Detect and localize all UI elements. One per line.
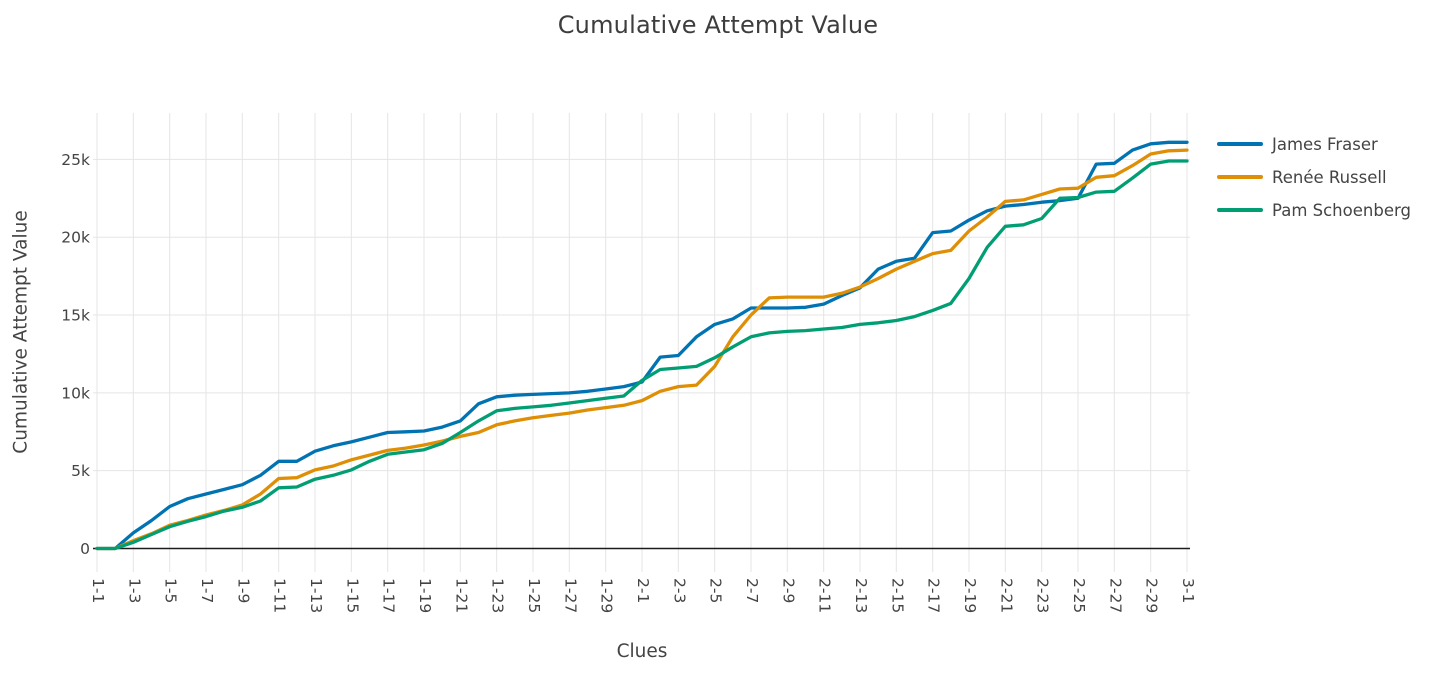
x-tick-label: 2-9 (779, 578, 797, 603)
x-tick-label: 1-13 (307, 578, 325, 613)
legend-item-pam-schoenberg[interactable]: Pam Schoenberg (1217, 200, 1411, 220)
x-tick-label: 1-7 (198, 578, 216, 603)
x-tick-label: 1-21 (452, 578, 470, 613)
y-tick-label: 25k (61, 151, 90, 169)
x-tick-label: 1-3 (125, 578, 143, 603)
x-tick-label: 2-19 (961, 578, 979, 613)
series-lines (95, 140, 1189, 551)
x-tick-label: 2-21 (997, 578, 1015, 613)
x-tick-label: 2-1 (634, 578, 652, 603)
x-tick-labels: 1-1 1-3 1-5 1-7 1-9 1-11 1-13 1-15 1-17 1-19 1-21 1… (89, 578, 1197, 613)
series-line-pam-schoenberg[interactable] (95, 159, 1189, 551)
y-tick-labels: 0 5k 10k 15k 20k 25k (61, 151, 90, 558)
x-tick-label: 2-11 (816, 578, 834, 613)
y-tick-label: 20k (61, 229, 90, 247)
x-tick-label: 1-25 (525, 578, 543, 613)
legend-line-swatch (1217, 175, 1263, 179)
y-tick-label: 15k (61, 307, 90, 325)
chart-title: Cumulative Attempt Value (557, 11, 879, 39)
x-tick-label: 1-23 (489, 578, 507, 613)
x-tick-label: 1-1 (89, 578, 107, 603)
x-tick-label: 1-17 (380, 578, 398, 613)
legend-line-swatch (1217, 208, 1263, 212)
x-tick-label: 2-5 (707, 578, 725, 603)
x-tick-label: 2-7 (743, 578, 761, 603)
y-tick-label: 10k (61, 384, 90, 402)
legend-label: Pam Schoenberg (1272, 200, 1411, 220)
x-tick-label: 1-9 (234, 578, 252, 603)
legend-line-swatch (1217, 142, 1263, 146)
x-tick-label: 2-3 (670, 578, 688, 603)
y-tick-label: 5k (71, 462, 90, 480)
x-tick-label: 2-25 (1070, 578, 1088, 613)
x-tick-label: 1-27 (561, 578, 579, 613)
x-tick-label: 1-5 (162, 578, 180, 603)
legend-label: James Fraser (1272, 134, 1378, 154)
x-tick-label: 1-19 (416, 578, 434, 613)
x-tick-label: 1-11 (271, 578, 289, 613)
series-line-ren-e-russell[interactable] (95, 148, 1189, 551)
vertical-gridlines (96, 113, 1188, 572)
legend-label: Renée Russell (1272, 167, 1387, 187)
x-tick-label: 2-23 (1034, 578, 1052, 613)
x-tick-label: 2-13 (852, 578, 870, 613)
x-tick-label: 1-15 (343, 578, 361, 613)
x-tick-label: 1-29 (598, 578, 616, 613)
legend-item-ren-e-russell[interactable]: Renée Russell (1217, 167, 1411, 187)
x-tick-label: 2-15 (888, 578, 906, 613)
x-tick-label: 2-17 (925, 578, 943, 613)
x-tick-label: 2-27 (1106, 578, 1124, 613)
legend-item-james-fraser[interactable]: James Fraser (1217, 134, 1411, 154)
y-tick-label: 0 (80, 540, 90, 558)
x-tick-label: 3-1 (1179, 578, 1197, 603)
x-axis-title: Clues (616, 641, 668, 662)
x-tick-label: 2-29 (1143, 578, 1161, 613)
chart-legend: James Fraser Renée Russell Pam Schoenberg (1217, 134, 1411, 220)
